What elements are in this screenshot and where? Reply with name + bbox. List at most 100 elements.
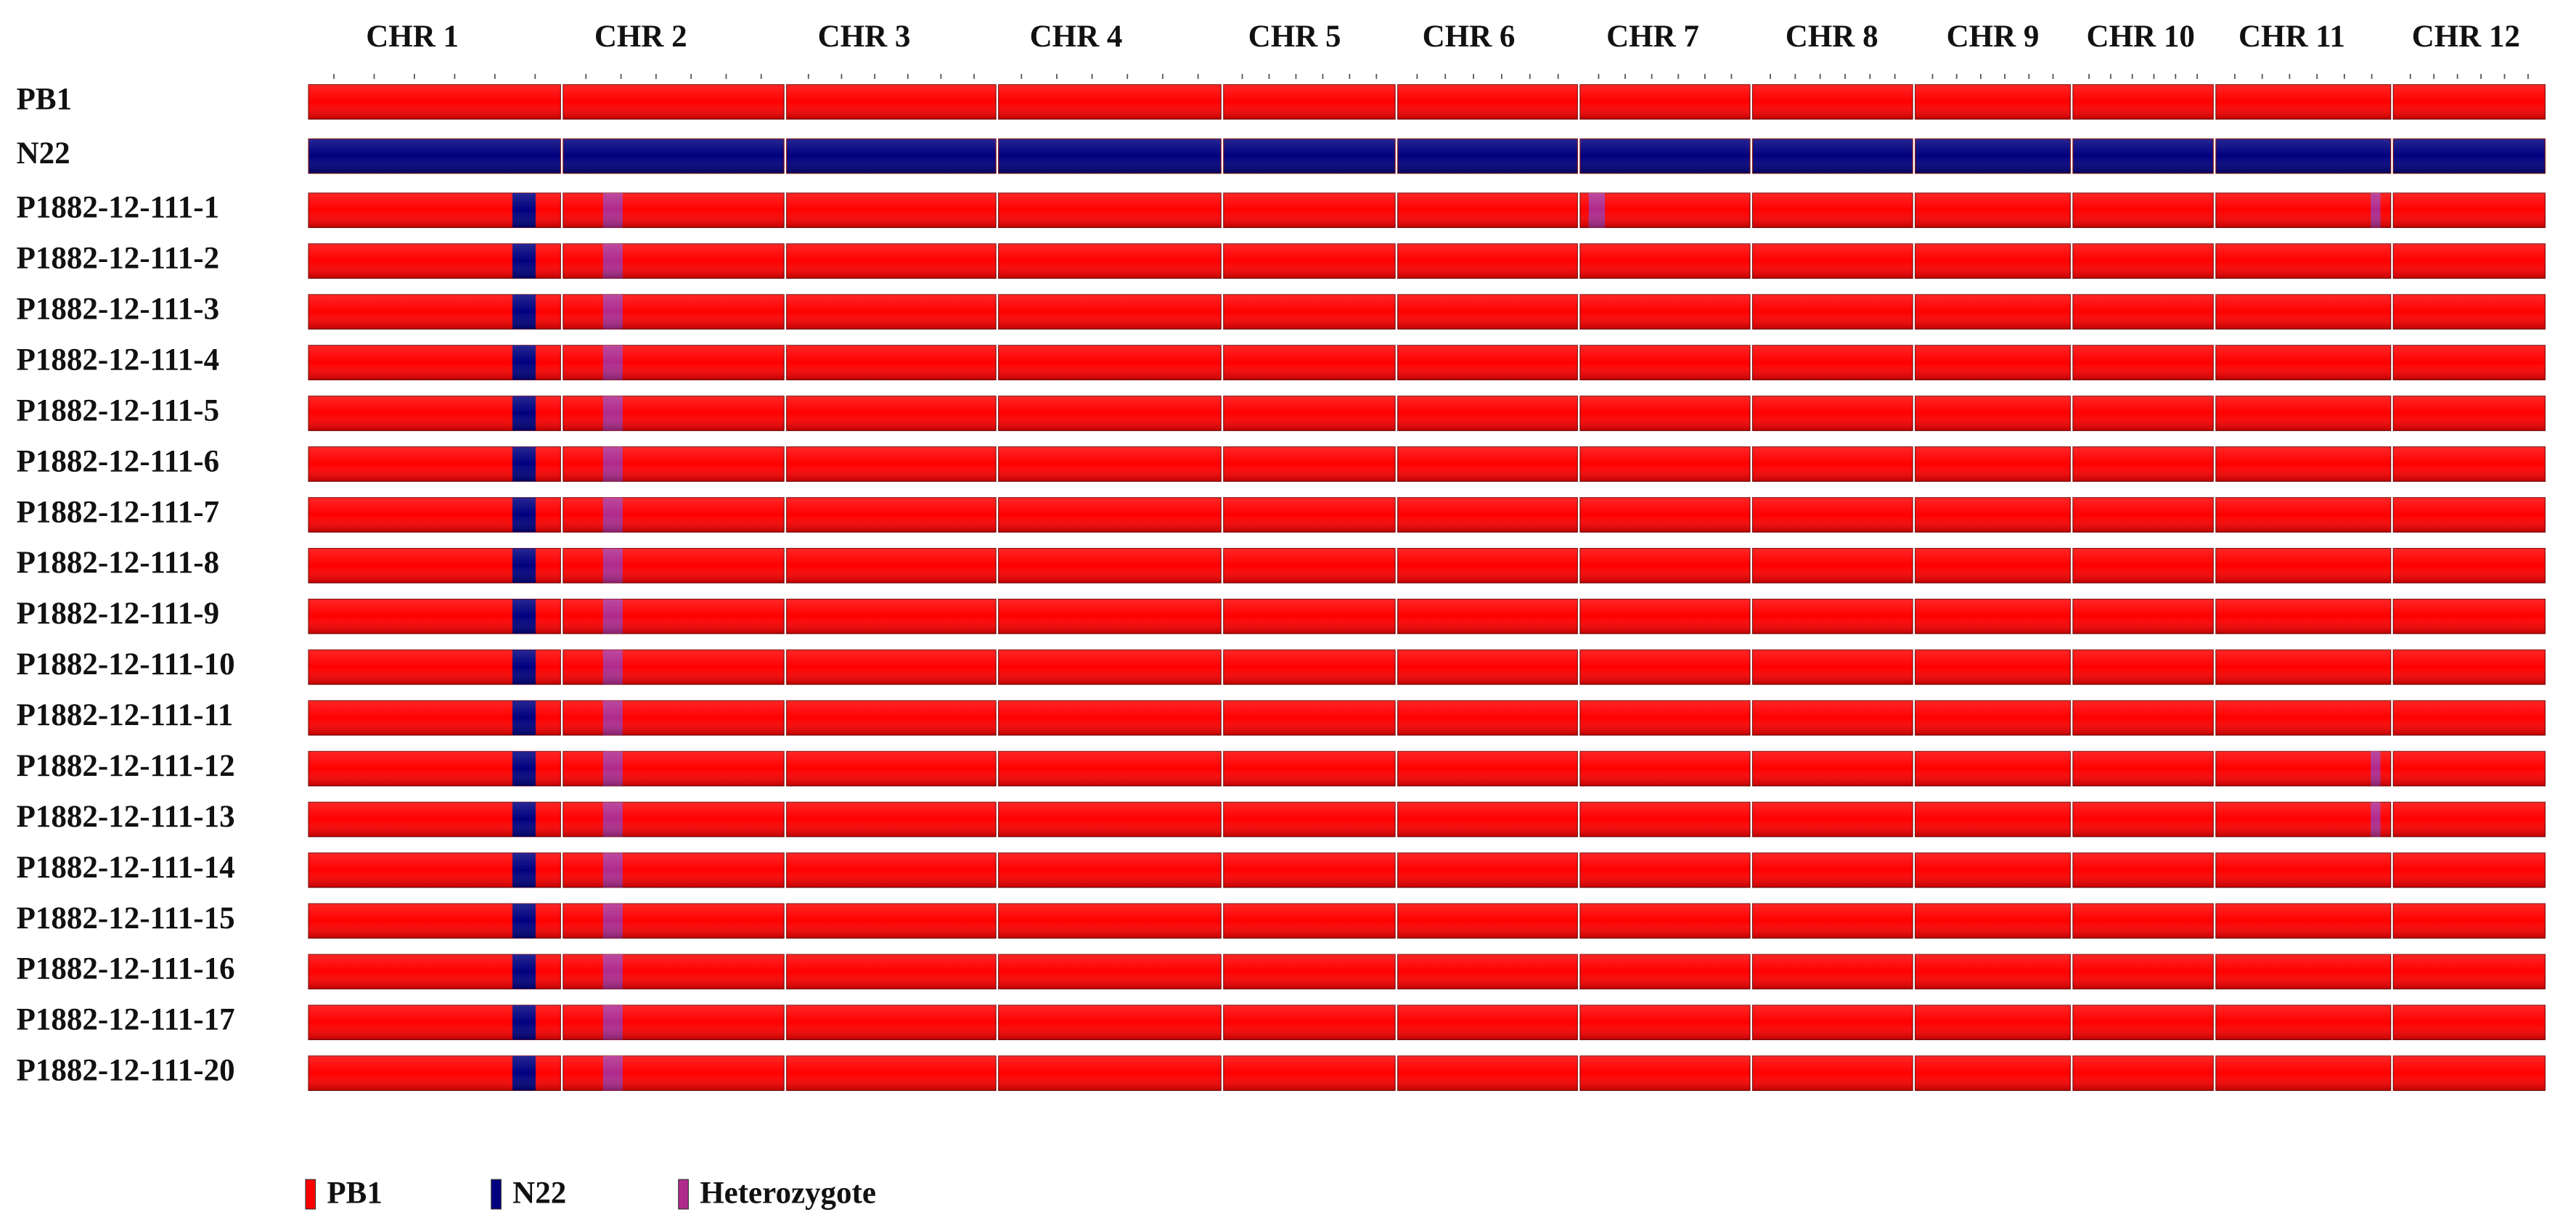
bar-shade (1915, 139, 2071, 173)
bar-shade (1223, 904, 1396, 938)
bar-shade (2215, 193, 2391, 228)
bar-shade (1915, 650, 2071, 684)
bar-shade (2072, 904, 2214, 938)
bar-shade (998, 84, 1222, 120)
bar-shade (998, 548, 1222, 584)
bar-shade (1752, 802, 1913, 837)
sample-label: P1882-12-111-6 (17, 444, 219, 478)
bar-shade (1223, 650, 1396, 684)
bar-shade (563, 904, 785, 938)
bar-shade (1223, 1055, 1396, 1091)
bar-shade (1223, 1005, 1396, 1040)
bar-shade (1223, 294, 1396, 329)
sample-label: P1882-12-111-7 (17, 495, 219, 529)
bar-shade (1915, 853, 2071, 888)
bar-shade (786, 751, 997, 786)
legend-label: N22 (512, 1176, 566, 1211)
bar-shade (2215, 1055, 2391, 1091)
bar-shade (1915, 954, 2071, 989)
bar-shade (2072, 853, 2214, 888)
bar-shade (2393, 193, 2546, 228)
sample-label: N22 (17, 136, 70, 171)
bar-shade (1579, 751, 1750, 786)
bar-shade (2393, 599, 2546, 634)
bar-shade (1915, 904, 2071, 938)
bar-shade (1752, 497, 1913, 533)
bar-shade (1915, 243, 2071, 279)
bar-shade (998, 139, 1222, 173)
bar-shade (308, 599, 561, 634)
bar-shade (563, 446, 785, 482)
bar-shade (998, 193, 1222, 228)
bar-shade (1579, 294, 1750, 329)
bar-shade (2393, 139, 2546, 173)
bar-shade (1579, 650, 1750, 684)
bar-shade (1915, 802, 2071, 837)
bar-shade (1579, 954, 1750, 989)
bar-shade (1579, 700, 1750, 735)
chromosome-label: CHR 8 (1786, 20, 1878, 54)
bar-shade (2215, 243, 2391, 279)
bar-shade (308, 700, 561, 735)
sample-label: P1882-12-111-10 (17, 647, 235, 681)
bar-shade (2393, 396, 2546, 431)
chromosome-label: CHR 9 (1947, 20, 2040, 54)
chromosome-label: CHR 10 (2087, 20, 2195, 54)
bar-shade (563, 243, 785, 279)
chromosome-label: CHR 1 (366, 20, 459, 54)
bar-shade (998, 243, 1222, 279)
bar-shade (308, 294, 561, 329)
bar-shade (1579, 1005, 1750, 1040)
bar-shade (563, 802, 785, 837)
sample-label: P1882-12-111-4 (17, 343, 219, 377)
bar-shade (2393, 548, 2546, 584)
bar-shade (1752, 700, 1913, 735)
bar-shade (1397, 84, 1578, 120)
bar-shade (786, 1005, 997, 1040)
bar-shade (2072, 599, 2214, 634)
bar-shade (786, 294, 997, 329)
bar-shade (1223, 853, 1396, 888)
bar-shade (2393, 243, 2546, 279)
bar-shade (1915, 548, 2071, 584)
bar-shade (1752, 650, 1913, 684)
bar-shade (1397, 802, 1578, 837)
bar-shade (1397, 599, 1578, 634)
bar-shade (2215, 650, 2391, 684)
bar-shade (563, 599, 785, 634)
bar-shade (1397, 954, 1578, 989)
bar-shade (2215, 1005, 2391, 1040)
bar-shade (308, 243, 561, 279)
bar-shade (1915, 294, 2071, 329)
bar-shade (998, 1055, 1222, 1091)
bar-shade (308, 751, 561, 786)
bar-shade (2215, 599, 2391, 634)
bar-shade (2393, 802, 2546, 837)
bar-shade (1915, 396, 2071, 431)
bar-shade (2393, 904, 2546, 938)
bar-shade (1223, 139, 1396, 173)
bar-shade (786, 193, 997, 228)
bar-shade (998, 802, 1222, 837)
bar-shade (1397, 548, 1578, 584)
bar-shade (1397, 1005, 1578, 1040)
bar-shade (2393, 650, 2546, 684)
bar-shade (786, 853, 997, 888)
bar-shade (1915, 497, 2071, 533)
bar-shade (1223, 751, 1396, 786)
bar-shade (1397, 243, 1578, 279)
bar-shade (1752, 84, 1913, 120)
bar-shade (1223, 954, 1396, 989)
bar-shade (1579, 345, 1750, 380)
legend-label: PB1 (327, 1176, 382, 1211)
bar-shade (1397, 650, 1578, 684)
bar-shade (2215, 954, 2391, 989)
bar-shade (1223, 446, 1396, 482)
bar-shade (998, 396, 1222, 431)
bar-shade (786, 700, 997, 735)
bar-shade (1752, 345, 1913, 380)
bar-shade (786, 396, 997, 431)
sample-label: P1882-12-111-20 (17, 1054, 235, 1088)
bar-shade (2072, 1055, 2214, 1091)
